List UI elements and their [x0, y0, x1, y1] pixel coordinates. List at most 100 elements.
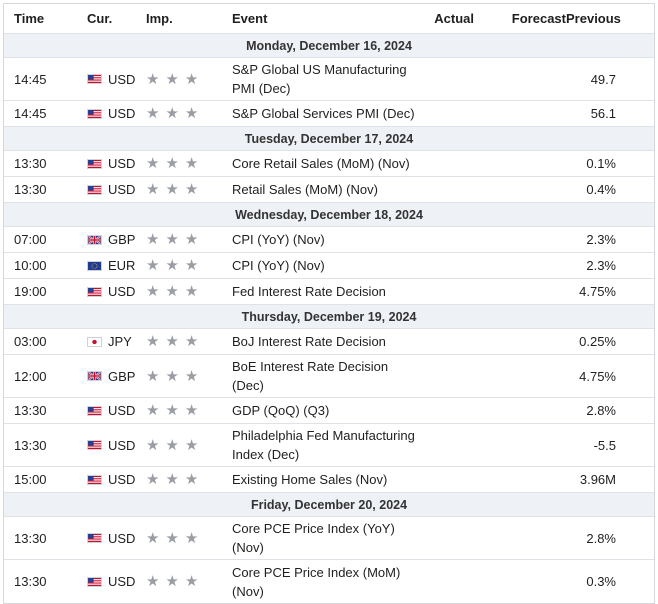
event-name-line2: PMI (Dec): [232, 81, 291, 96]
importance-star-icon: ★: [184, 70, 199, 88]
us-flag-icon: [87, 405, 102, 416]
us-flag-icon: [87, 108, 102, 119]
currency-code: USD: [108, 530, 136, 546]
event-row[interactable]: 14:45 USD ★ ★ ★ S&P Global Services PMI (Dec)…: [4, 101, 654, 127]
importance-star-icon: ★: [165, 70, 179, 88]
event-importance: ★ ★ ★: [146, 106, 232, 121]
event-row[interactable]: 19:00 USD ★ ★ ★ Fed Interest Rate Decision 4.7…: [4, 279, 654, 305]
event-name[interactable]: Retail Sales (MoM) (Nov): [232, 180, 418, 199]
event-row[interactable]: 03:00 JPY ★ ★ ★ BoJ Interest Rate Decision 0.2…: [4, 329, 654, 355]
importance-star-icon: ★: [184, 436, 199, 454]
event-importance: ★ ★ ★: [146, 531, 232, 546]
event-importance: ★ ★ ★: [146, 156, 232, 171]
event-name[interactable]: S&P Global Services PMI (Dec): [232, 104, 418, 123]
us-flag-icon: [87, 576, 102, 587]
event-previous: 2.8%: [586, 403, 616, 418]
event-name[interactable]: BoE Interest Rate Decision (Dec): [232, 357, 418, 395]
event-name-line1: BoE Interest Rate Decision: [232, 359, 389, 374]
header-previous[interactable]: Previous: [566, 11, 621, 26]
event-row[interactable]: 13:30 USD ★ ★ ★ GDP (QoQ) (Q3) 2.8%: [4, 398, 654, 424]
importance-star-icon: ★: [165, 436, 179, 454]
event-time: 13:30: [14, 437, 47, 453]
header-time[interactable]: Time: [14, 11, 45, 26]
event-importance: ★ ★ ★: [146, 403, 232, 418]
header-event[interactable]: Event: [232, 11, 268, 26]
event-name[interactable]: CPI (YoY) (Nov): [232, 256, 418, 275]
importance-star-icon: ★: [184, 231, 199, 248]
event-row[interactable]: 14:45 USD ★ ★ ★ S&P Global US Manufacturing PM…: [4, 58, 654, 101]
event-row[interactable]: 13:30 USD ★ ★ ★ Core PCE Price Index (YoY) (No…: [4, 517, 654, 560]
uk-flag-icon: [87, 234, 102, 245]
event-importance: ★ ★ ★: [146, 72, 232, 87]
event-time: 13:30: [14, 530, 47, 546]
event-previous: 2.3%: [586, 232, 616, 247]
importance-star-icon: ★: [165, 529, 179, 547]
eu-flag-icon: [87, 260, 102, 271]
event-name[interactable]: Philadelphia Fed Manufacturing Index (Dec…: [232, 426, 418, 464]
event-previous: 56.1: [590, 106, 616, 121]
event-time: 13:30: [14, 182, 47, 197]
importance-star-icon: ★: [184, 257, 199, 274]
importance-star-icon: ★: [146, 573, 160, 590]
event-row[interactable]: 12:00 GBP ★ ★ ★ BoE Interest Rate Decision (De…: [4, 355, 654, 398]
us-flag-icon: [87, 533, 102, 543]
importance-star-icon: ★: [146, 70, 160, 88]
importance-star-icon: ★: [184, 105, 199, 122]
event-time: 12:00: [14, 368, 47, 384]
event-time: 10:00: [14, 258, 47, 273]
importance-star-icon: ★: [146, 367, 160, 385]
event-row[interactable]: 13:30 USD ★ ★ ★ Philadelphia Fed Manufacturin…: [4, 424, 654, 467]
event-name[interactable]: S&P Global US Manufacturing PMI (Dec): [232, 60, 418, 98]
importance-star-icon: ★: [165, 283, 179, 300]
event-currency: USD: [80, 574, 146, 589]
event-name[interactable]: BoJ Interest Rate Decision: [232, 332, 418, 351]
event-previous: 0.1%: [586, 156, 616, 171]
importance-star-icon: ★: [165, 231, 179, 248]
importance-star-icon: ★: [165, 471, 179, 488]
currency-code: USD: [108, 284, 136, 299]
event-name[interactable]: CPI (YoY) (Nov): [232, 230, 418, 249]
importance-star-icon: ★: [146, 257, 160, 274]
event-importance: ★ ★ ★: [146, 438, 232, 453]
event-importance: ★ ★ ★: [146, 284, 232, 299]
event-row[interactable]: 13:30 USD ★ ★ ★ Core Retail Sales (MoM) (Nov)…: [4, 151, 654, 177]
importance-star-icon: ★: [146, 436, 160, 454]
event-name-line1: CPI (YoY) (Nov): [232, 232, 325, 247]
header-forecast[interactable]: Forecast: [511, 11, 566, 26]
event-row[interactable]: 07:00 GBP ★ ★ ★ CPI (YoY) (Nov) 2.3%: [4, 227, 654, 253]
uk-flag-icon: [87, 371, 102, 381]
day-header-row: Monday, December 16, 2024: [4, 34, 654, 58]
us-flag-icon: [87, 184, 102, 195]
importance-star-icon: ★: [184, 471, 199, 488]
us-flag-icon: [87, 474, 102, 485]
event-importance: ★ ★ ★: [146, 369, 232, 384]
importance-star-icon: ★: [146, 155, 160, 172]
event-name[interactable]: Core PCE Price Index (MoM) (Nov): [232, 563, 418, 601]
event-currency: USD: [80, 106, 146, 121]
event-name[interactable]: GDP (QoQ) (Q3): [232, 401, 418, 420]
event-name-line1: S&P Global Services PMI (Dec): [232, 106, 415, 121]
header-importance[interactable]: Imp.: [146, 11, 173, 26]
header-currency[interactable]: Cur.: [87, 11, 113, 26]
currency-code: JPY: [108, 334, 132, 349]
event-currency: JPY: [80, 334, 146, 349]
event-currency: USD: [80, 472, 146, 487]
event-name[interactable]: Fed Interest Rate Decision: [232, 282, 418, 301]
event-name[interactable]: Core PCE Price Index (YoY) (Nov): [232, 519, 418, 557]
header-actual[interactable]: Actual: [434, 11, 474, 26]
importance-star-icon: ★: [184, 283, 199, 300]
event-currency: USD: [80, 182, 146, 197]
event-name[interactable]: Core Retail Sales (MoM) (Nov): [232, 154, 418, 173]
importance-star-icon: ★: [184, 181, 199, 198]
event-row[interactable]: 10:00 EUR ★ ★ ★ CPI (YoY) (Nov) 2.3%: [4, 253, 654, 279]
event-name[interactable]: Existing Home Sales (Nov): [232, 470, 418, 489]
table-header: Time Cur. Imp. Event Actual Forecast Pre…: [4, 4, 654, 34]
event-row[interactable]: 15:00 USD ★ ★ ★ Existing Home Sales (Nov) 3.96…: [4, 467, 654, 493]
day-header-row: Friday, December 20, 2024: [4, 493, 654, 517]
event-currency: USD: [80, 284, 146, 299]
event-name-line1: Philadelphia Fed Manufacturing: [232, 428, 415, 443]
event-previous: 4.75%: [579, 284, 616, 299]
event-time: 14:45: [14, 71, 47, 87]
event-row[interactable]: 13:30 USD ★ ★ ★ Core PCE Price Index (MoM) (No…: [4, 560, 654, 603]
event-row[interactable]: 13:30 USD ★ ★ ★ Retail Sales (MoM) (Nov) 0.4%: [4, 177, 654, 203]
